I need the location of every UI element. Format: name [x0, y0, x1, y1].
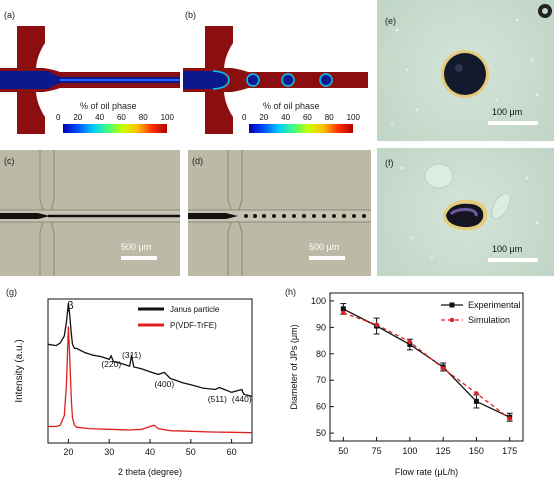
y-tick-label: 80	[316, 349, 326, 359]
tick: 60	[302, 113, 312, 122]
panel-e-label: (e)	[385, 16, 396, 26]
x-tick-label: 60	[227, 447, 237, 457]
panel-d-scale-bar	[309, 256, 345, 260]
panel-c-micrograph	[0, 150, 180, 276]
y-axis-label: Diameter of JPs (μm)	[289, 324, 299, 409]
panel-e-scale-bar	[488, 121, 538, 125]
camera-ring-icon	[538, 4, 552, 18]
panel-e-scale-text: 100 μm	[492, 107, 523, 117]
tick: 0	[56, 113, 61, 122]
y-tick-label: 60	[316, 402, 326, 412]
legend-marker	[449, 302, 455, 308]
plot-frame	[47, 298, 253, 444]
legend-label: Janus particle	[170, 305, 220, 314]
data-point	[341, 310, 346, 316]
peak-label: (440)	[232, 394, 252, 404]
data-point	[374, 322, 379, 327]
legend-label: P(VDF-TrFE)	[170, 321, 217, 330]
data-point	[407, 342, 413, 348]
tick: 0	[242, 113, 247, 122]
tick: 20	[259, 113, 269, 122]
plot-frame	[329, 292, 524, 442]
data-point	[507, 416, 512, 421]
y-tick-label: 70	[316, 375, 326, 385]
xrd-chart: 20 30 40 50 60 2 theta (degree) Intensity (a.u…	[14, 298, 253, 477]
series-line-simulation	[343, 312, 511, 420]
panel-a-simulation	[0, 26, 180, 134]
tick: 80	[324, 113, 334, 122]
x-tick-label: 175	[502, 446, 517, 456]
panel-c-scale-bar	[121, 256, 157, 260]
diameter-chart: 50 75 100 125 150 175 50 60 70 80 90 100 Flow rate (…	[289, 292, 524, 477]
panel-a-colorbar-ticks: 0 20 40 60 80 100	[56, 113, 174, 122]
tick: 80	[138, 113, 148, 122]
panel-h: (h) 50 75 100 125 150 175 50 60 70 80 90 100 Flow ra…	[283, 285, 554, 488]
legend-label: Simulation	[468, 315, 510, 325]
x-tick-label: 75	[372, 446, 382, 456]
x-tick-label: 125	[436, 446, 451, 456]
panel-c: (c) 500 μm	[0, 150, 180, 276]
panel-c-label: (c)	[4, 156, 15, 166]
tick: 20	[73, 113, 83, 122]
y-axis-label: Intensity (a.u.)	[14, 339, 25, 402]
panel-d-label: (d)	[192, 156, 203, 166]
x-tick-label: 150	[469, 446, 484, 456]
panel-d-micrograph	[188, 150, 371, 276]
panel-c-scale-text: 500 μm	[121, 242, 152, 252]
panel-b: (b) % of oil phase 0 20 40 60 80 100	[183, 0, 370, 145]
peak-label: (511)	[208, 394, 227, 404]
peak-label: (220)	[101, 359, 121, 369]
panel-e: (e) 100 μm	[377, 0, 554, 141]
data-point	[340, 306, 346, 312]
x-axis-label: Flow rate (μL/h)	[395, 467, 458, 477]
tick: 100	[160, 113, 174, 122]
x-tick-label: 20	[63, 447, 73, 457]
panel-a-label: (a)	[4, 10, 15, 20]
panel-d: (d) 500 μm	[188, 150, 371, 276]
legend-marker	[449, 317, 455, 323]
panel-d-scale-text: 500 μm	[309, 242, 340, 252]
panel-f-label: (f)	[385, 158, 394, 168]
peak-label: β	[67, 300, 73, 312]
y-tick-label: 100	[311, 296, 326, 306]
panel-b-colorbar-title: % of oil phase	[263, 101, 320, 111]
tick: 60	[116, 113, 126, 122]
tick: 40	[95, 113, 105, 122]
x-tick-label: 50	[186, 447, 196, 457]
y-tick-label: 90	[316, 322, 326, 332]
panel-g-label: (g)	[6, 287, 17, 297]
data-point	[473, 398, 479, 404]
series-line-experimental	[343, 308, 510, 418]
panel-e-optical	[390, 18, 539, 127]
series-line-pvdf-trfe	[48, 326, 253, 434]
panel-a-colorbar-title: % of oil phase	[80, 101, 137, 111]
series-line-janus-particle	[47, 303, 253, 398]
x-tick-label: 100	[402, 446, 417, 456]
x-tick-label: 30	[104, 447, 114, 457]
x-tick-label: 50	[338, 446, 348, 456]
panel-h-label: (h)	[285, 287, 296, 297]
tick: 40	[281, 113, 291, 122]
panel-g: (g) 20 30 40 50 60 2 theta (degree) Intensity …	[0, 285, 270, 488]
x-axis-label: 2 theta (degree)	[118, 467, 182, 477]
panel-f: (f) 100 μm	[377, 148, 554, 276]
panel-f-scale-text: 100 μm	[492, 244, 523, 254]
panel-b-colorbar	[249, 124, 353, 133]
data-point	[407, 339, 413, 345]
panel-b-simulation	[183, 26, 368, 134]
panel-a: (a) % of oil phase 0 20 40 60 80 100	[0, 0, 183, 145]
peak-label: (400)	[154, 379, 174, 389]
panel-b-colorbar-ticks: 0 20 40 60 80 100	[242, 113, 360, 122]
panel-f-optical	[400, 163, 539, 260]
panel-f-scale-bar	[488, 258, 538, 262]
tick: 100	[346, 113, 360, 122]
panel-b-label: (b)	[185, 10, 196, 20]
panel-a-colorbar	[63, 124, 167, 133]
x-tick-label: 40	[145, 447, 155, 457]
legend-label: Experimental	[468, 300, 521, 310]
y-tick-label: 50	[316, 428, 326, 438]
data-point	[440, 366, 446, 371]
data-point	[474, 391, 479, 396]
peak-label: (311)	[122, 350, 141, 360]
